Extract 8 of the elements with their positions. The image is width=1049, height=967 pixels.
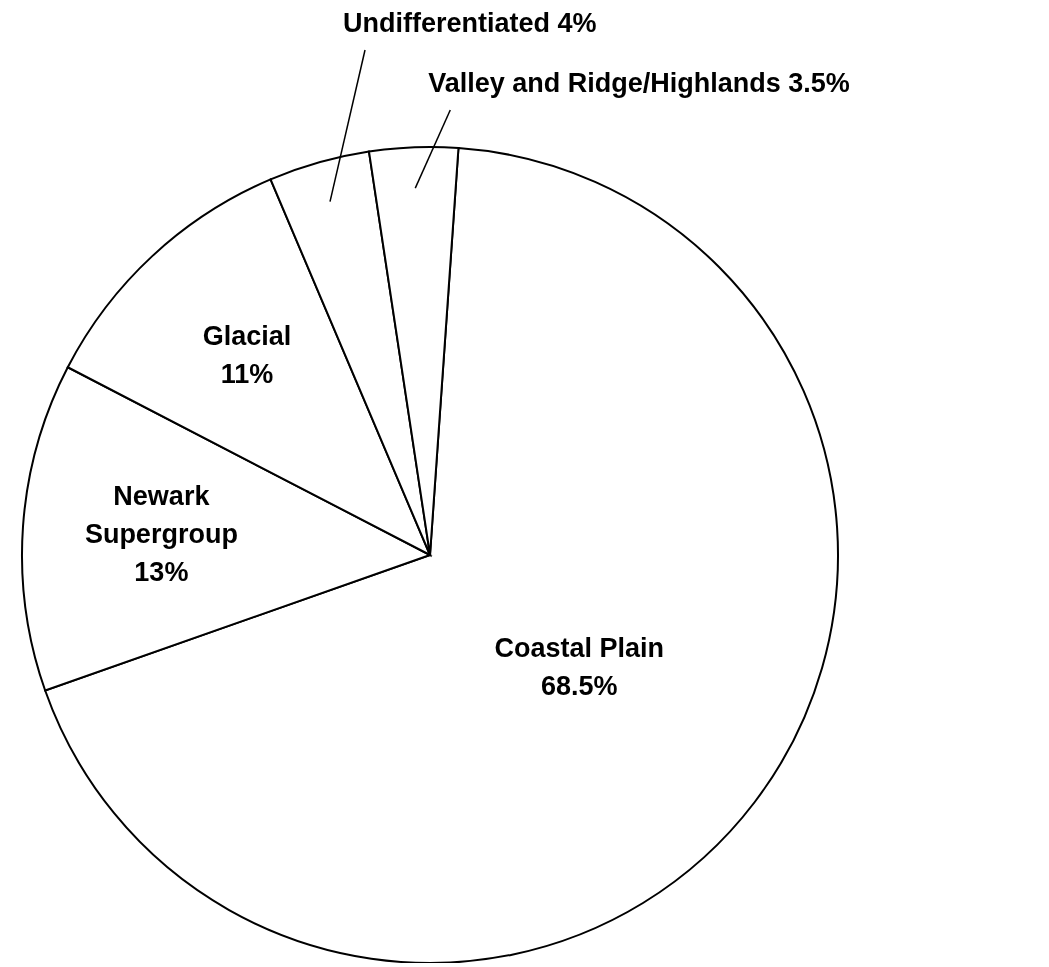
slice-label: Newark Supergroup — [84, 481, 238, 550]
data-label: 68.5% — [541, 670, 618, 701]
data-label: 13% — [134, 557, 189, 588]
slice-label: Coastal Plain — [494, 632, 665, 663]
slice-label: Valley and Ridge/Highlands 3.5% — [428, 68, 850, 98]
data-label: 11% — [220, 359, 274, 390]
slice-label: Undifferentiated 4% — [343, 8, 597, 38]
slice-label: Glacial — [202, 321, 292, 352]
